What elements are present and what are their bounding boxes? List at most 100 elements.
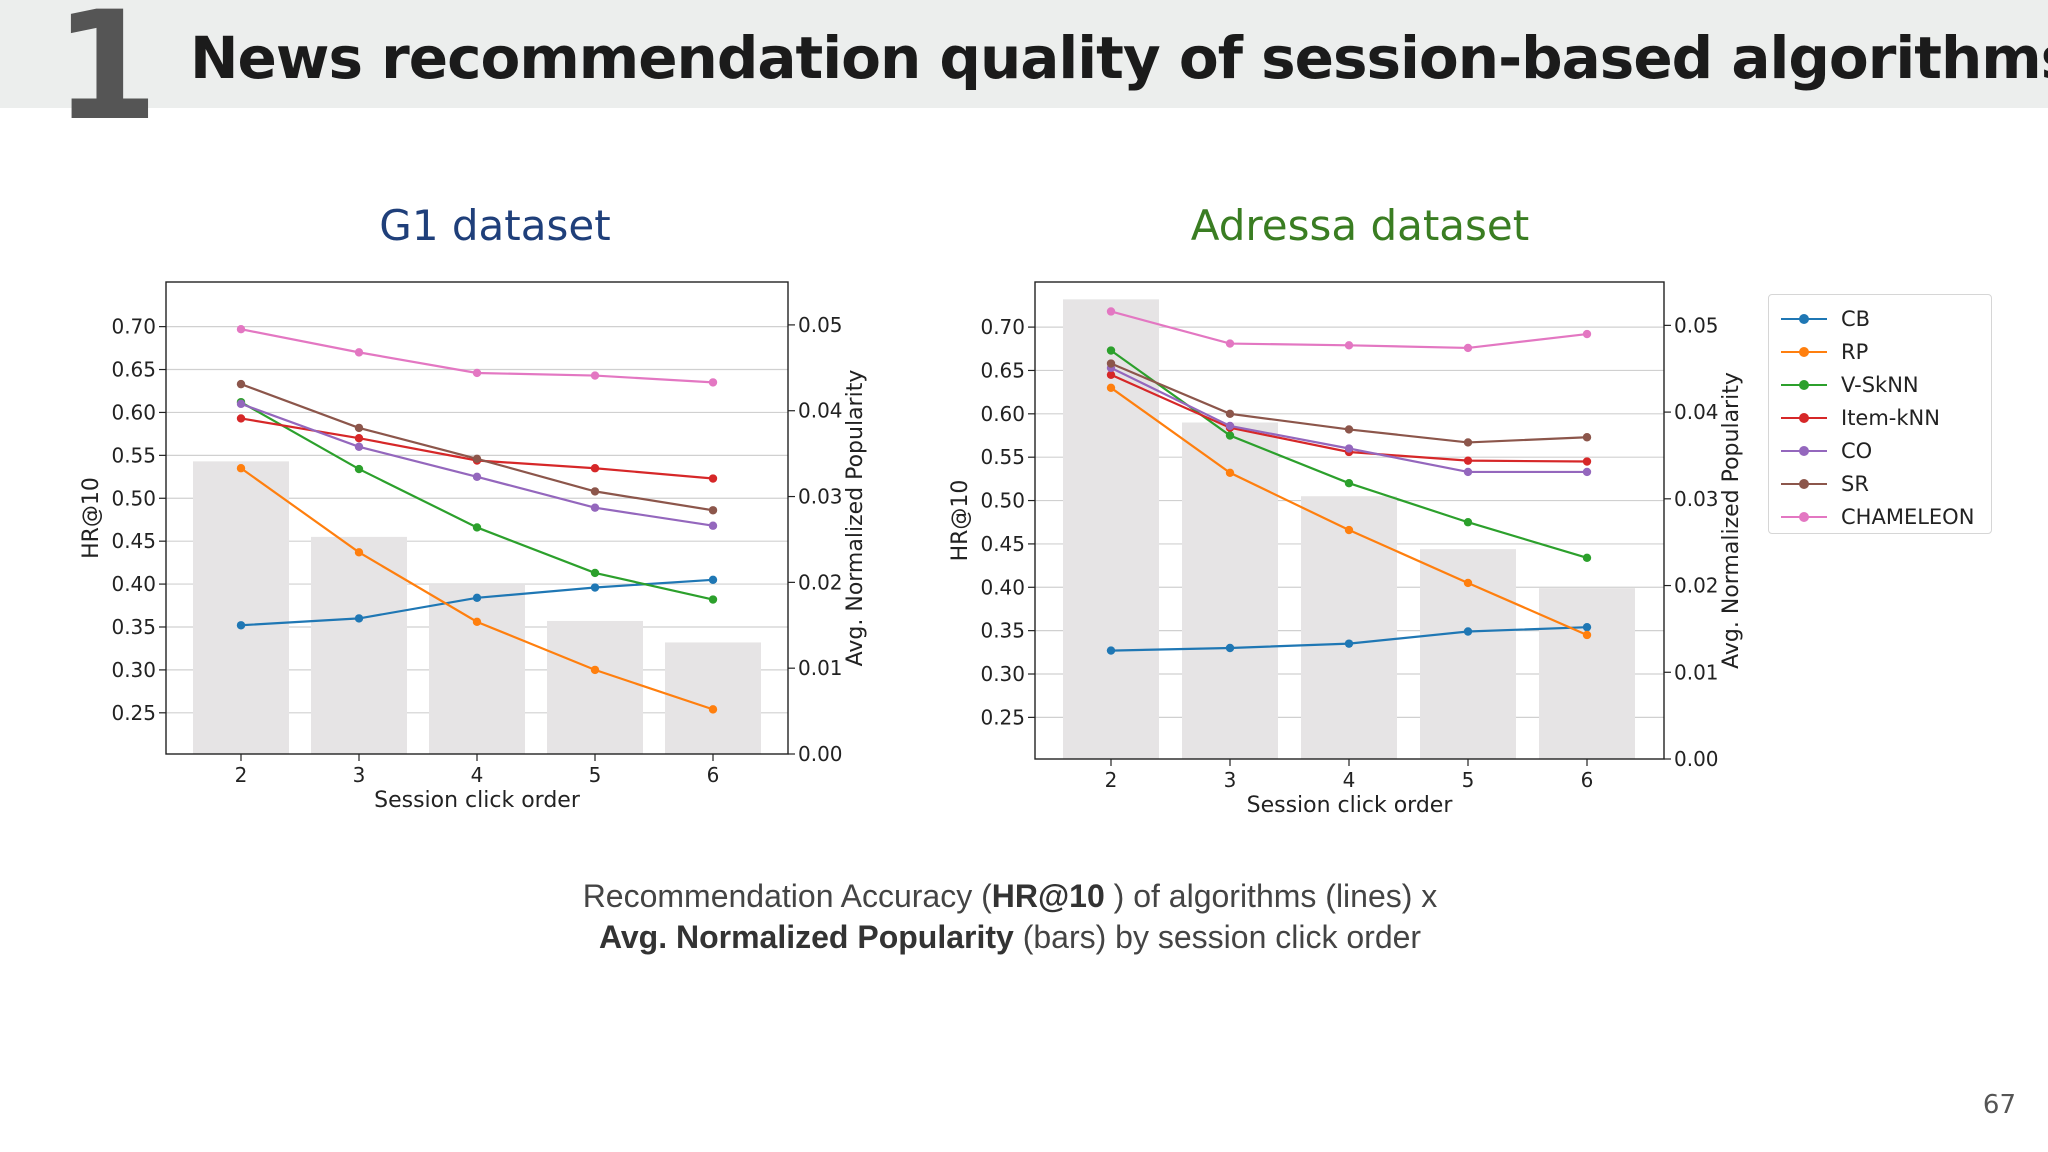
data-point-sr (236, 379, 246, 389)
y-tick-label: 0.35 (111, 615, 156, 639)
y-tick-label: 0.25 (111, 701, 156, 725)
data-point-co (236, 399, 246, 409)
chart-legend: CB RP V-SkNN Item-kNN CO SR CHAMELEON (1768, 294, 1992, 534)
data-point-sr (590, 487, 600, 496)
x-tick-label: 3 (1224, 768, 1237, 792)
y2-tick-label: 0.05 (798, 313, 843, 337)
y-tick-label: 0.45 (980, 532, 1025, 556)
legend-label: SR (1841, 472, 1869, 496)
y2-tick-label: 0.03 (1674, 487, 1719, 511)
legend-marker (1799, 512, 1809, 522)
y2-axis-label: Avg. Normalized Popularity (843, 370, 868, 667)
y-tick-label: 0.60 (980, 402, 1025, 426)
caption-line-1: Recommendation Accuracy (HR@10 ) of algo… (300, 876, 1720, 917)
data-point-rp (590, 665, 600, 675)
legend-label: CB (1841, 307, 1871, 331)
caption-text: ) of algorithms (lines) x (1104, 878, 1438, 914)
data-point-sr (354, 423, 364, 433)
data-point-cb (590, 583, 600, 592)
data-point-sr (1463, 438, 1473, 447)
data-point-rp (1582, 630, 1592, 640)
data-point-sr (472, 454, 482, 463)
y-tick-label: 0.50 (111, 486, 156, 510)
legend-label: CHAMELEON (1841, 505, 1975, 529)
data-point-cb (1582, 622, 1592, 632)
y-tick-label: 0.45 (111, 529, 156, 553)
x-axis-label: Session click order (374, 788, 581, 813)
y-tick-label: 0.55 (111, 443, 156, 467)
x-tick-label: 5 (1462, 768, 1475, 792)
caption-text: Recommendation Accuracy ( (582, 878, 992, 914)
popularity-bar (1301, 496, 1397, 759)
data-point-item-knn (236, 414, 246, 423)
y-tick-label: 0.70 (111, 315, 156, 339)
caption-bold-popularity: Avg. Normalized Popularity (598, 919, 1014, 955)
legend-label: CO (1841, 439, 1873, 463)
data-point-co (590, 503, 600, 512)
data-point-cb (1463, 627, 1473, 636)
slide-section-number: 1 (54, 0, 159, 154)
data-point-sr (1106, 359, 1116, 368)
data-point-rp (708, 705, 718, 714)
data-point-cb (708, 575, 718, 584)
legend-label: V-SkNN (1841, 373, 1919, 397)
data-point-cb (472, 593, 482, 603)
popularity-bar (193, 461, 289, 754)
y2-axis-label: Avg. Normalized Popularity (1719, 372, 1744, 669)
y-tick-label: 0.35 (980, 619, 1025, 643)
slide-title: News recommendation quality of session-b… (190, 24, 2048, 92)
x-tick-label: 6 (707, 763, 720, 787)
popularity-bar (429, 584, 525, 754)
title-bar (0, 0, 2048, 108)
x-tick-label: 4 (471, 763, 484, 787)
data-point-co (354, 442, 364, 451)
data-point-co (472, 472, 482, 482)
y2-tick-label: 0.02 (798, 570, 843, 594)
y-axis-label: HR@10 (948, 480, 973, 562)
data-point-sr (1225, 409, 1235, 419)
popularity-bar (1539, 588, 1635, 759)
x-tick-label: 4 (1343, 768, 1356, 792)
legend-item-sr: SR (1769, 468, 1991, 501)
legend-marker (1799, 314, 1809, 324)
y-tick-label: 0.60 (111, 400, 156, 424)
y-tick-label: 0.30 (980, 662, 1025, 686)
popularity-bar (1182, 422, 1278, 759)
data-point-rp (472, 617, 482, 627)
caption-line-2: Avg. Normalized Popularity (bars) by ses… (300, 917, 1720, 958)
g1-chart-title: G1 dataset (379, 201, 611, 250)
y-tick-label: 0.55 (980, 445, 1025, 469)
data-point-chameleon (1106, 307, 1116, 316)
x-tick-label: 2 (1105, 768, 1118, 792)
data-point-v-sknn (1344, 479, 1354, 488)
data-point-item-knn (590, 464, 600, 473)
data-point-item-knn (708, 474, 718, 483)
y2-tick-label: 0.04 (1674, 400, 1719, 424)
data-point-chameleon (708, 378, 718, 387)
legend-marker (1799, 380, 1809, 390)
data-point-chameleon (1225, 339, 1235, 348)
y-tick-label: 0.40 (111, 572, 156, 596)
data-point-chameleon (354, 348, 364, 357)
data-point-cb (1106, 646, 1116, 655)
x-tick-label: 2 (235, 763, 248, 787)
data-point-v-sknn (590, 568, 600, 578)
data-point-rp (236, 464, 246, 473)
x-tick-label: 3 (353, 763, 366, 787)
y-tick-label: 0.65 (980, 358, 1025, 382)
caption-text: (bars) by session click order (1013, 919, 1422, 955)
data-point-v-sknn (1463, 518, 1473, 527)
y-tick-label: 0.40 (980, 575, 1025, 599)
data-point-co (1344, 444, 1354, 453)
y-tick-label: 0.30 (111, 658, 156, 682)
data-point-chameleon (1344, 341, 1354, 350)
data-point-rp (1344, 525, 1354, 535)
data-point-co (1463, 467, 1473, 477)
x-tick-label: 6 (1581, 768, 1594, 792)
data-point-chameleon (590, 371, 600, 380)
legend-marker (1799, 347, 1809, 357)
x-tick-label: 5 (589, 763, 602, 787)
data-point-v-sknn (708, 595, 718, 604)
legend-marker (1799, 413, 1809, 423)
figure-caption: Recommendation Accuracy (HR@10 ) of algo… (300, 876, 1720, 958)
